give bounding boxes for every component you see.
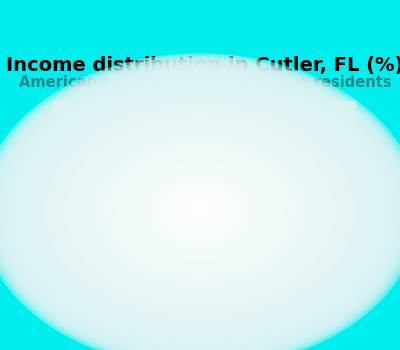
Text: Income distribution in Cutler, FL (%): Income distribution in Cutler, FL (%) bbox=[6, 56, 400, 75]
Text: $20k: $20k bbox=[296, 236, 330, 249]
Wedge shape bbox=[146, 197, 205, 273]
Text: ⓘ City-Data.com: ⓘ City-Data.com bbox=[235, 110, 314, 120]
Wedge shape bbox=[205, 197, 276, 263]
Wedge shape bbox=[175, 197, 210, 278]
Text: $200k: $200k bbox=[68, 122, 111, 135]
Text: $50k: $50k bbox=[240, 274, 275, 288]
Wedge shape bbox=[130, 146, 205, 197]
Text: $30k: $30k bbox=[124, 274, 159, 288]
Wedge shape bbox=[205, 117, 264, 197]
Wedge shape bbox=[205, 142, 282, 197]
Wedge shape bbox=[143, 124, 205, 197]
Wedge shape bbox=[205, 197, 252, 278]
Text: $10k: $10k bbox=[63, 151, 97, 164]
Text: $40k: $40k bbox=[190, 288, 224, 301]
Text: $60k: $60k bbox=[69, 232, 103, 245]
Text: > $200k: > $200k bbox=[136, 94, 194, 107]
Text: American Indian and Alaska Native residents: American Indian and Alaska Native reside… bbox=[19, 75, 391, 90]
Text: $100k: $100k bbox=[286, 116, 329, 130]
Wedge shape bbox=[205, 173, 286, 237]
Wedge shape bbox=[170, 117, 205, 197]
Text: $75k: $75k bbox=[317, 191, 351, 204]
Text: $125k: $125k bbox=[42, 191, 86, 204]
Bar bbox=[54, 100, 356, 308]
Wedge shape bbox=[126, 197, 205, 253]
Text: $150k: $150k bbox=[317, 155, 360, 168]
Wedge shape bbox=[124, 168, 205, 213]
